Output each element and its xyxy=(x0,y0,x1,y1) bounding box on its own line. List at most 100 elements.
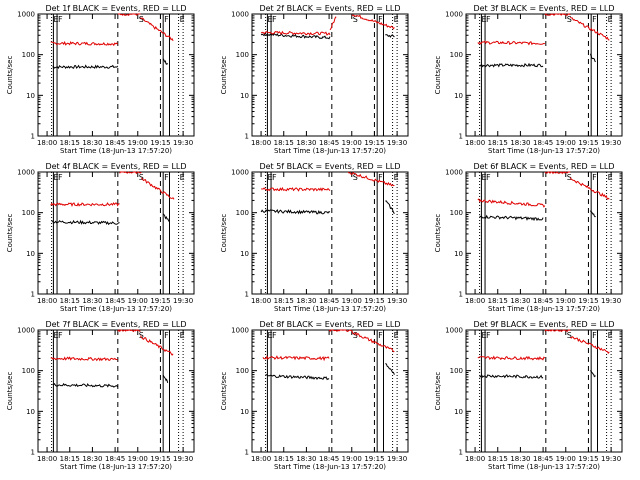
region-label: E xyxy=(54,173,59,182)
y-tick-label: 1 xyxy=(459,133,463,141)
x-tick-label: 19:00 xyxy=(342,455,362,463)
region-label: S xyxy=(139,173,144,182)
x-tick-label: 19:30 xyxy=(173,139,193,147)
lld-series-line xyxy=(477,40,546,46)
x-tick-label: 19:30 xyxy=(387,139,407,147)
y-tick-label: 1000 xyxy=(231,169,249,177)
x-tick-label: 19:30 xyxy=(387,297,407,305)
x-tick-label: 18:30 xyxy=(82,297,102,305)
region-label: E xyxy=(482,173,487,182)
region-label: F xyxy=(486,331,491,340)
region-label: E xyxy=(608,173,613,182)
x-tick-label: 18:45 xyxy=(105,455,125,463)
x-tick-label: 18:45 xyxy=(533,139,553,147)
plot-frame xyxy=(465,329,623,453)
lld-series-line xyxy=(117,329,141,333)
events-series-line xyxy=(385,363,395,375)
y-tick-label: 1000 xyxy=(231,11,249,19)
lld-series-line xyxy=(117,13,141,16)
x-axis-label: Start Time (18-Jun-13 17:57:20) xyxy=(488,463,600,471)
lld-series-line xyxy=(347,171,395,187)
events-series-line xyxy=(589,369,596,378)
region-label: F xyxy=(592,331,597,340)
region-label: S xyxy=(139,331,144,340)
y-axis-label: Counts/sec xyxy=(220,372,228,411)
panel-det-1: Det 1f BLACK = Events, RED = LLD 1 10 100 10… xyxy=(6,4,195,155)
x-tick-label: 19:00 xyxy=(128,297,148,305)
x-tick-label: 18:00 xyxy=(465,455,485,463)
events-series-line xyxy=(52,382,119,388)
y-tick-label: 100 xyxy=(236,367,249,375)
region-label: F xyxy=(58,331,63,340)
x-tick-label: 18:30 xyxy=(296,139,316,147)
events-series-line xyxy=(385,34,395,38)
plot-frame xyxy=(465,13,623,137)
region-label: F xyxy=(164,331,169,340)
events-series-line xyxy=(260,208,331,215)
y-tick-label: 100 xyxy=(22,51,35,59)
x-tick-label: 18:15 xyxy=(488,455,508,463)
x-tick-label: 18:30 xyxy=(82,139,102,147)
x-tick-label: 18:30 xyxy=(510,139,530,147)
events-series-line xyxy=(479,373,544,379)
region-label: F xyxy=(164,15,169,24)
x-tick-label: 18:30 xyxy=(296,455,316,463)
lld-series-line xyxy=(50,202,120,208)
x-tick-label: 18:30 xyxy=(510,297,530,305)
y-tick-label: 1 xyxy=(459,449,463,457)
x-tick-label: 18:45 xyxy=(319,139,339,147)
y-tick-label: 1 xyxy=(31,291,35,299)
panel-det-7: Det 7f BLACK = Events, RED = LLD 1 10 100 10… xyxy=(6,320,195,471)
y-tick-label: 1 xyxy=(245,449,249,457)
plot-frame xyxy=(37,329,195,453)
lld-series-line xyxy=(351,330,395,353)
events-series-line xyxy=(162,374,169,384)
lld-series-line xyxy=(50,356,118,362)
plot-frame xyxy=(37,171,195,295)
x-tick-label: 19:15 xyxy=(364,139,384,147)
events-series-line xyxy=(479,62,544,68)
x-axis-label: Start Time (18-Jun-13 17:57:20) xyxy=(488,305,600,313)
y-tick-label: 1000 xyxy=(231,327,249,335)
x-axis-label: Start Time (18-Jun-13 17:57:20) xyxy=(60,305,172,313)
events-series-line xyxy=(260,31,331,40)
x-tick-label: 18:15 xyxy=(60,139,80,147)
chart-title: Det 3f BLACK = Events, RED = LLD xyxy=(473,4,614,13)
lld-series-line xyxy=(477,355,546,361)
y-tick-label: 100 xyxy=(450,209,463,217)
lld-series-line xyxy=(544,171,571,175)
region-label: E xyxy=(394,331,399,340)
chart-title: Det 2f BLACK = Events, RED = LLD xyxy=(259,4,400,13)
region-label: E xyxy=(482,331,487,340)
chart-title: Det 6f BLACK = Events, RED = LLD xyxy=(473,162,614,171)
lld-series-line xyxy=(569,177,610,200)
x-tick-label: 18:00 xyxy=(465,297,485,305)
plot-frame xyxy=(251,329,409,453)
y-tick-label: 10 xyxy=(454,92,463,100)
events-series-line xyxy=(479,214,544,222)
plot-frame xyxy=(465,171,623,295)
y-tick-label: 100 xyxy=(236,51,249,59)
panel-det-9: Det 9f BLACK = Events, RED = LLD 1 10 100 10… xyxy=(434,320,623,471)
y-tick-label: 100 xyxy=(22,209,35,217)
x-tick-label: 18:15 xyxy=(488,139,508,147)
region-label: S xyxy=(139,15,144,24)
x-tick-label: 19:30 xyxy=(601,297,621,305)
chart-title: Det 7f BLACK = Events, RED = LLD xyxy=(45,320,186,329)
panel-det-6: Det 6f BLACK = Events, RED = LLD 1 10 100 10… xyxy=(434,162,623,313)
x-tick-label: 18:45 xyxy=(533,297,553,305)
region-label: E xyxy=(394,15,399,24)
y-tick-label: 100 xyxy=(236,209,249,217)
y-tick-label: 10 xyxy=(240,408,249,416)
x-tick-label: 19:15 xyxy=(578,297,598,305)
x-tick-label: 18:15 xyxy=(274,139,294,147)
y-tick-label: 1000 xyxy=(445,169,463,177)
y-tick-label: 10 xyxy=(26,92,35,100)
region-label: F xyxy=(378,331,383,340)
x-tick-label: 18:15 xyxy=(274,297,294,305)
chart-title: Det 8f BLACK = Events, RED = LLD xyxy=(259,320,400,329)
x-tick-label: 18:30 xyxy=(82,455,102,463)
plot-frame xyxy=(37,13,195,137)
y-axis-label: Counts/sec xyxy=(434,56,442,95)
y-axis-label: Counts/sec xyxy=(434,372,442,411)
